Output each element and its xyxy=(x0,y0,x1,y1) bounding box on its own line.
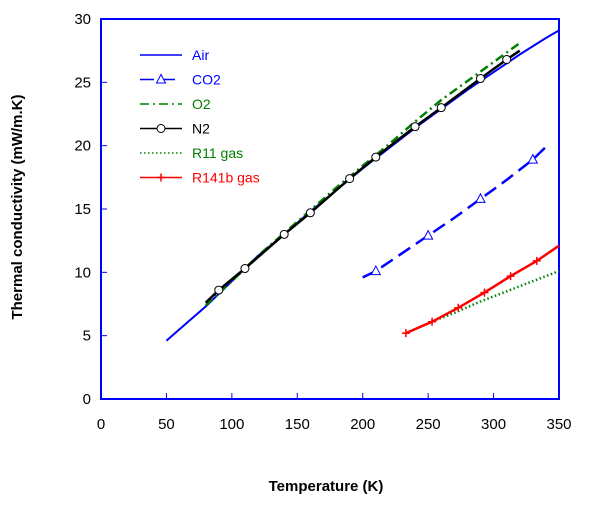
legend-label: CO2 xyxy=(192,72,221,88)
y-tick-label: 25 xyxy=(74,74,91,91)
legend-item: O2 xyxy=(140,96,211,112)
data-point xyxy=(475,74,485,84)
x-axis-title: Temperature (K) xyxy=(269,478,384,495)
x-tick-label: 0 xyxy=(97,416,105,433)
legend-marker xyxy=(157,173,165,182)
data-point xyxy=(454,303,463,312)
legend-item: N2 xyxy=(140,121,210,137)
x-tick-label: 350 xyxy=(546,416,571,433)
data-point xyxy=(279,229,289,239)
series-5 xyxy=(427,269,560,325)
y-tick-label: 30 xyxy=(74,11,91,28)
data-point xyxy=(436,103,446,113)
data-point xyxy=(502,55,512,65)
x-tick-label: 200 xyxy=(350,416,375,433)
legend-item: R11 gas xyxy=(140,145,243,161)
y-tick-label: 15 xyxy=(74,201,91,218)
y-tick-label: 10 xyxy=(74,264,91,281)
data-point xyxy=(371,152,381,162)
legend: Air CO2 O2 N2 R11 gas R141b gas xyxy=(140,47,260,186)
series-line xyxy=(362,146,547,279)
legend-label: R141b gas xyxy=(192,170,260,186)
series-layer xyxy=(165,29,560,342)
plot-area xyxy=(100,18,560,400)
series-line xyxy=(427,269,560,325)
x-tick-label: 50 xyxy=(158,416,175,433)
y-axis-title: Thermal conductivity (mW/m.K) xyxy=(9,94,26,319)
legend-item: Air xyxy=(140,47,209,63)
data-point xyxy=(532,256,541,265)
data-point xyxy=(527,153,539,164)
data-point xyxy=(240,264,250,274)
x-tick-label: 300 xyxy=(481,416,506,433)
data-point xyxy=(305,208,315,218)
data-point xyxy=(480,288,489,297)
y-tick-label: 0 xyxy=(83,391,91,408)
data-point xyxy=(401,329,410,338)
legend-label: Air xyxy=(192,47,209,63)
y-tick-label: 20 xyxy=(74,138,91,155)
series-6 xyxy=(401,244,560,338)
legend-item: R141b gas xyxy=(140,170,260,186)
series-2 xyxy=(362,146,547,279)
data-point xyxy=(345,174,355,184)
series-4 xyxy=(204,49,521,304)
x-tick-label: 100 xyxy=(219,416,244,433)
x-tick-label: 250 xyxy=(416,416,441,433)
data-point xyxy=(506,272,515,281)
ticks-layer: 0 50 100 150 200 250 300 350 0 5 10 15 20 25 30 xyxy=(74,11,571,433)
series-line xyxy=(204,49,521,304)
legend-label: O2 xyxy=(192,96,211,112)
legend-label: N2 xyxy=(192,121,210,137)
legend-marker xyxy=(155,73,167,84)
x-tick-label: 150 xyxy=(285,416,310,433)
legend-item: CO2 xyxy=(140,72,221,88)
data-point xyxy=(214,285,224,295)
data-point xyxy=(422,229,434,240)
legend-marker xyxy=(156,124,166,133)
legend-label: R11 gas xyxy=(192,145,243,161)
data-point xyxy=(370,264,382,276)
data-point xyxy=(428,317,437,326)
data-point xyxy=(410,122,420,132)
data-point xyxy=(475,192,486,203)
y-tick-label: 5 xyxy=(83,328,91,345)
